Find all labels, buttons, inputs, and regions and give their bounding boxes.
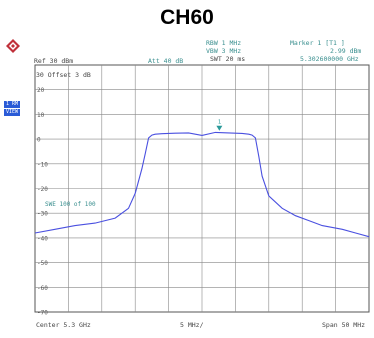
- chart-title: CH60: [160, 6, 214, 29]
- offset-label: 30 Offset 3 dB: [36, 71, 91, 79]
- y-tick-label: -40: [37, 235, 48, 242]
- marker-1-label: 1: [218, 120, 221, 126]
- spectrum-plot-svg: 20 10 0 -10 -20 -30 -40 -50 -60 -70 1 SWE 100 of 10…: [34, 64, 370, 317]
- spectrum-plot: 20 10 0 -10 -20 -30 -40 -50 -60 -70 1 SWE 100 of 10…: [32, 62, 372, 316]
- y-tick-label: -70: [37, 310, 48, 317]
- center-frequency: Center 5.3 GHz: [36, 321, 91, 329]
- vbw-label: VBW 3 MHz: [206, 47, 242, 55]
- y-tick-label: -30: [37, 211, 48, 218]
- span-label: Span 50 MHz: [322, 321, 366, 329]
- y-tick-label: -60: [37, 285, 48, 292]
- marker-label: Marker 1 [T1 ]: [290, 39, 345, 47]
- spectrum-trace: [34, 131, 370, 238]
- trace-view-badge: VIEW: [4, 109, 20, 116]
- y-tick-label: 10: [37, 112, 45, 119]
- rohde-schwarz-logo-icon: [6, 39, 20, 53]
- y-tick-label: 0: [37, 137, 41, 144]
- y-tick-label: -50: [37, 260, 48, 267]
- ref-level: Ref 30 dBm: [34, 57, 74, 65]
- y-tick-label: -10: [37, 161, 48, 168]
- marker-frequency: 5.302600000 GHz: [300, 55, 359, 63]
- y-tick-label: 20: [37, 87, 45, 94]
- rbw-label: RBW 1 MHz: [206, 39, 242, 47]
- y-tick-label: -20: [37, 186, 48, 193]
- attenuation: Att 40 dB: [148, 57, 184, 65]
- sweep-count-label: SWE 100 of 100: [45, 201, 96, 208]
- trace-mode-badge: 1 RM: [4, 101, 20, 108]
- marker-1-icon: [216, 125, 223, 131]
- per-division: 5 MHz/: [180, 321, 204, 329]
- swt-label: SWT 20 ms: [210, 55, 246, 63]
- marker-level: 2.99 dBm: [330, 47, 362, 55]
